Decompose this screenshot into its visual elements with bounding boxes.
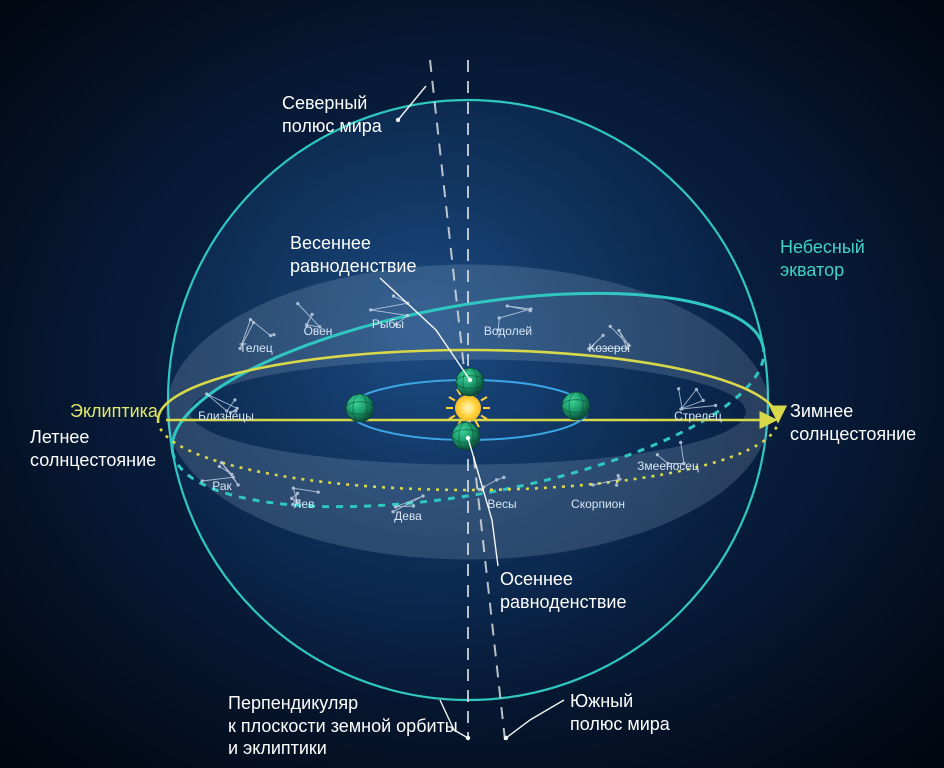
callout-autumnal: Осеннее равноденствие (500, 568, 626, 613)
callout-summer: Летнее солнцестояние (30, 426, 156, 471)
diagram-stage: Эклиптика МОСКОВСКИЙ ПЛАНЕТАРИЙ (0, 0, 944, 768)
callout-celestial_equator: Небесный экватор (780, 236, 865, 281)
callout-north_pole: Северный полюс мира (282, 92, 382, 137)
earth-icon (346, 394, 374, 422)
constellation-label: Скорпион (571, 497, 625, 511)
constellation-label: Близнецы (198, 409, 254, 423)
constellation-label: Стрелец (674, 409, 722, 423)
callout-perpendicular: Перпендикуляр к плоскости земной орбиты … (228, 692, 458, 760)
constellation-label: Рак (212, 479, 232, 493)
earth-icon (562, 392, 590, 420)
callout-ecliptic_name: Эклиптика (70, 400, 158, 423)
constellation-label: Рыбы (372, 317, 404, 331)
callout-winter: Зимнее солнцестояние (790, 400, 916, 445)
constellation-label: Козерог (588, 341, 632, 355)
earth-icon (452, 422, 480, 450)
celestial-sphere-diagram: Телец Овен Рыбы Водолей Козерог Близнецы Стрел… (0, 0, 944, 768)
callout-south_pole: Южный полюс мира (570, 690, 670, 735)
constellation-label: Змееносец (637, 459, 699, 473)
constellation-label: Лев (294, 497, 315, 511)
constellation-label: Дева (394, 509, 422, 523)
constellation-label: Весы (487, 497, 516, 511)
callout-vernal: Весеннее равноденствие (290, 232, 416, 277)
constellation-label: Телец (239, 341, 273, 355)
constellation-label: Водолей (484, 324, 532, 338)
constellation-label: Овен (304, 324, 333, 338)
